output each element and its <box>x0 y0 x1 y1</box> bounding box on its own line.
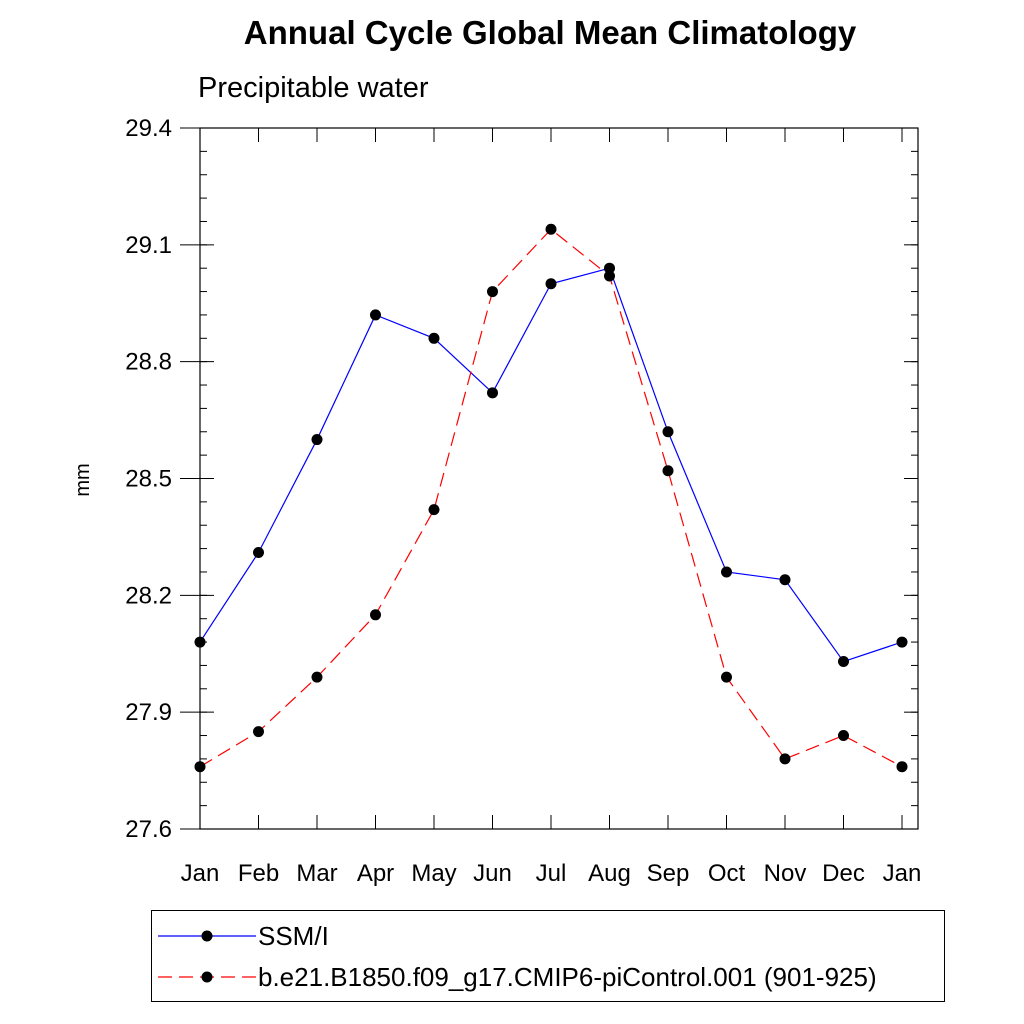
x-tick-label: Jul <box>536 860 567 887</box>
data-point-series-1 <box>662 426 674 438</box>
y-tick-label: 28.8 <box>125 349 172 376</box>
series-layer <box>194 223 908 773</box>
chart-title: Annual Cycle Global Mean Climatology <box>243 14 857 51</box>
data-point-series-2 <box>428 504 440 516</box>
data-point-series-2 <box>311 671 323 683</box>
legend-label-2: b.e21.B1850.f09_g17.CMIP6-piControl.001 … <box>258 962 877 992</box>
data-point-series-1 <box>721 566 732 578</box>
legend-marker-1 <box>201 930 213 942</box>
data-point-series-1 <box>253 546 264 558</box>
data-point-series-2 <box>194 761 206 773</box>
x-tick-label: Mar <box>296 860 337 887</box>
x-tick-label: Apr <box>357 860 394 887</box>
data-point-series-2 <box>779 753 791 765</box>
y-tick-label: 27.6 <box>125 816 172 843</box>
data-point-series-1 <box>779 574 791 586</box>
x-tick-label: Aug <box>588 860 631 887</box>
legend: SSM/I b.e21.B1850.f09_g17.CMIP6-piControl… <box>151 910 945 1002</box>
x-tick-label: Dec <box>822 860 865 887</box>
data-point-series-1 <box>370 309 381 321</box>
data-point-series-1 <box>838 656 849 668</box>
series-line-2 <box>199 228 903 768</box>
x-tick-label: Oct <box>708 860 746 887</box>
y-tick-label: 28.2 <box>125 582 172 609</box>
series-line-1 <box>199 267 903 663</box>
data-point-series-2 <box>662 465 674 477</box>
data-point-series-1 <box>896 636 908 648</box>
y-tick-label: 27.9 <box>125 699 172 726</box>
x-tick-label: Jan <box>181 860 220 887</box>
x-axis: Jan Feb Mar Apr May Jun Jul Aug Sep Oct Nov Dec Jan <box>181 128 922 887</box>
y-axis-label: mm <box>72 463 94 496</box>
x-tick-label: Sep <box>647 860 690 887</box>
data-point-series-1 <box>428 332 440 344</box>
y-tick-label: 29.4 <box>125 115 172 142</box>
y-tick-label: 28.5 <box>125 466 172 493</box>
y-tick-label: 29.1 <box>125 232 172 259</box>
data-point-series-1 <box>311 434 323 446</box>
legend-label-1: SSM/I <box>258 921 329 951</box>
data-point-series-2 <box>604 270 615 282</box>
data-point-series-2 <box>896 761 908 773</box>
data-point-series-2 <box>545 223 557 235</box>
data-point-series-2 <box>721 671 732 683</box>
data-point-series-1 <box>604 262 615 274</box>
data-point-series-1 <box>487 387 498 399</box>
data-point-series-2 <box>370 609 381 621</box>
data-point-series-1 <box>194 636 206 648</box>
data-point-series-2 <box>253 726 264 738</box>
chart-subtitle: Precipitable water <box>198 72 429 104</box>
x-tick-label: May <box>411 860 456 887</box>
data-point-series-1 <box>545 278 557 290</box>
x-tick-label: Jun <box>473 860 512 887</box>
data-point-series-2 <box>838 730 849 742</box>
legend-items: SSM/I b.e21.B1850.f09_g17.CMIP6-piControl… <box>158 921 877 992</box>
data-point-series-2 <box>487 286 498 298</box>
legend-marker-2 <box>201 971 213 983</box>
plot-area <box>199 127 919 830</box>
x-tick-label: Jan <box>883 860 922 887</box>
plot-border <box>199 127 919 830</box>
x-tick-label: Nov <box>764 860 807 887</box>
y-axis: 27.6 27.9 28.2 28.5 28.8 29.1 29.4 <box>125 115 918 843</box>
x-tick-label: Feb <box>238 860 279 887</box>
